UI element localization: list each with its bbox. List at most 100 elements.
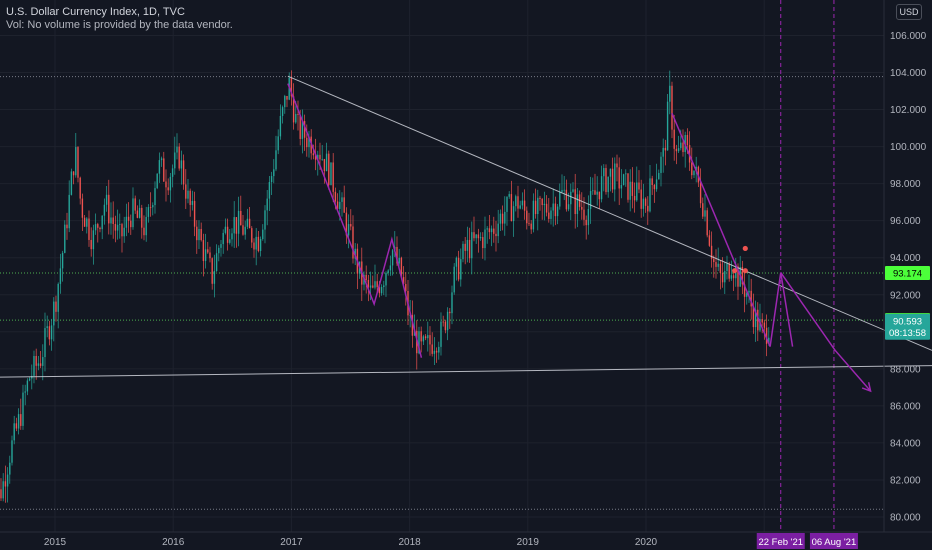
candle-body (301, 121, 304, 139)
candle-body (46, 326, 48, 329)
candle-body (332, 162, 334, 192)
candle-body (686, 134, 689, 146)
candle-body (614, 163, 616, 190)
candle-body (592, 190, 594, 192)
candle-body (429, 335, 431, 345)
candle-body (537, 197, 539, 215)
candle-body (9, 462, 11, 475)
candle-body (504, 211, 506, 224)
candle-body (314, 155, 317, 160)
date-axis-tags: 22 Feb '21 06 Aug '21 (756, 533, 858, 549)
candle-body (554, 203, 557, 217)
candle-body (251, 228, 253, 243)
candle-body (112, 217, 114, 224)
candle-body (136, 210, 139, 218)
candle-body (598, 191, 601, 200)
y-tick-label: 86.000 (890, 401, 921, 412)
y-tick-label: 94.000 (890, 253, 921, 264)
candle-body (530, 223, 532, 230)
candle-body (471, 232, 473, 259)
candle-body (682, 142, 684, 153)
projection-path[interactable] (671, 112, 771, 347)
candle-body (156, 173, 158, 189)
candle-body (352, 226, 354, 259)
candle-body (548, 212, 550, 219)
x-tick-label: 2020 (635, 537, 658, 548)
price-label: 93.174 (893, 269, 922, 280)
candle-body (334, 191, 337, 202)
candle-body (253, 242, 255, 250)
candle-body (658, 172, 660, 180)
date-tag: 22 Feb '21 (758, 537, 803, 548)
currency-badge[interactable]: USD (896, 4, 922, 20)
candle-body (284, 95, 286, 108)
candle-body (446, 311, 449, 331)
candle-body (154, 188, 156, 206)
projection-path[interactable] (287, 83, 423, 358)
candle-body (728, 263, 730, 279)
candle-body (664, 147, 667, 151)
candle-body (55, 301, 57, 312)
candle-body (169, 176, 172, 191)
candle-body (11, 440, 13, 463)
candle-body (264, 210, 266, 230)
candle-body (116, 224, 119, 231)
y-tick-label: 92.000 (890, 290, 921, 301)
candle-body (147, 207, 150, 217)
candle-body (422, 336, 425, 342)
candle-body (218, 247, 220, 254)
candle-body (660, 156, 662, 173)
y-tick-label: 84.000 (890, 438, 921, 449)
point-marker (742, 245, 748, 252)
candle-body (576, 194, 579, 215)
candle-body (691, 162, 693, 176)
candle-body (545, 203, 548, 213)
candle-body (400, 257, 403, 278)
candle-body (48, 326, 51, 340)
candle-body (143, 227, 145, 236)
candle-body (759, 319, 761, 331)
candle-body (607, 176, 609, 193)
candle-body (424, 336, 427, 339)
candle-body (110, 217, 112, 224)
projection-paths[interactable] (287, 83, 872, 393)
x-tick-label: 2018 (398, 537, 421, 548)
candle-body (649, 178, 651, 212)
candle-body (130, 220, 132, 228)
candle-body (343, 197, 345, 213)
candle-body (174, 152, 176, 169)
symbol-title[interactable]: U.S. Dollar Currency Index, 1D, TVC (6, 6, 185, 18)
candle-body (391, 250, 394, 266)
candle-body (325, 153, 328, 172)
candle-body (616, 163, 618, 168)
candle-body (306, 137, 308, 148)
candle-body (457, 257, 460, 280)
candle-body (765, 327, 768, 344)
candle-body (726, 263, 728, 272)
candle-body (589, 191, 592, 210)
candle-body (534, 200, 537, 215)
candle-body (266, 198, 268, 211)
candle-body (372, 285, 374, 288)
candle-body (341, 197, 343, 202)
y-tick-label: 80.000 (890, 513, 921, 524)
candle-body (561, 190, 563, 193)
candle-body (255, 236, 257, 250)
candle-body (259, 239, 262, 251)
projection-path[interactable] (780, 272, 872, 392)
candle-body (662, 147, 664, 157)
trend-lines[interactable] (0, 75, 932, 378)
candle-body (202, 240, 205, 261)
candle-body (666, 101, 669, 151)
candle-body (655, 179, 658, 190)
candle-body (103, 204, 106, 216)
candle-body (532, 200, 535, 230)
candle-body (26, 380, 29, 392)
trend-line[interactable] (287, 75, 932, 367)
candle-body (499, 213, 502, 224)
candle-body (125, 216, 128, 228)
candle-body (70, 171, 73, 195)
candle-body (119, 224, 121, 225)
trend-line[interactable] (0, 365, 932, 378)
